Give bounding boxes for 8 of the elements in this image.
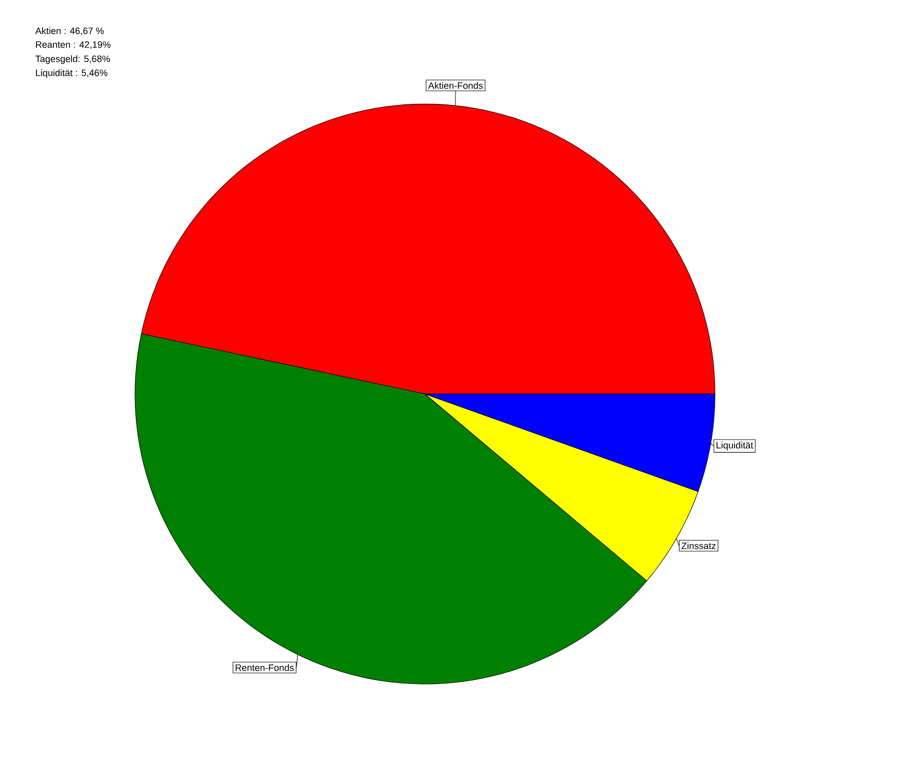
text: Reanten : 42,19% bbox=[36, 41, 111, 49]
slice-label: Liquidität bbox=[716, 442, 754, 450]
slice-label: Zinssatz bbox=[682, 542, 716, 550]
text: Tagesgeld: 5,68% bbox=[35, 55, 110, 64]
slice-label: Renten-Fonds bbox=[236, 664, 294, 671]
slice-label: Aktien-Fonds bbox=[428, 82, 483, 89]
text: Aktien : 46,67 % bbox=[35, 27, 104, 36]
text: Liquidität : 5,46% bbox=[36, 69, 108, 78]
